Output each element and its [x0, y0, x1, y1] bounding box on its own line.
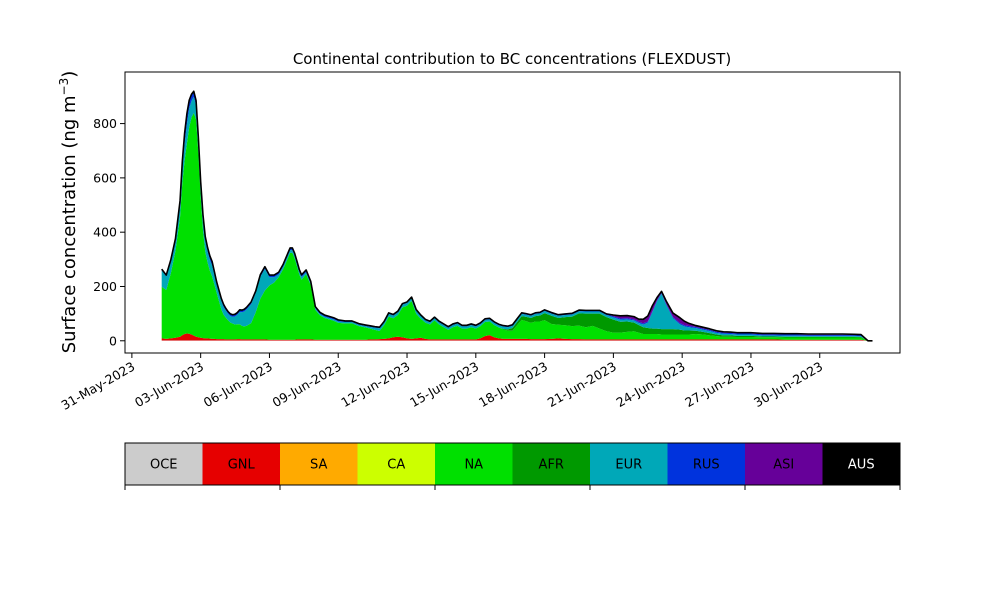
legend-swatch-asi [745, 443, 823, 485]
legend-swatch-oce [125, 443, 203, 485]
legend: OCE GNL SA CA NA AFR EUR RUS ASI AUS [124, 442, 901, 490]
total-line [161, 90, 873, 342]
legend-label-sa: SA [310, 458, 327, 473]
legend-label-ca: CA [387, 458, 405, 473]
legend-swatch-rus [667, 443, 746, 485]
legend-swatch-aus [822, 443, 901, 485]
legend-label-rus: RUS [693, 458, 720, 473]
area-series-group [161, 91, 873, 341]
legend-label-asi: ASI [773, 458, 794, 473]
legend-swatch-na [435, 443, 513, 485]
legend-label-afr: AFR [539, 458, 564, 473]
area-series-rus [161, 91, 873, 341]
plot-frame [124, 71, 901, 354]
total-line-group [161, 90, 873, 342]
y-tick-label: 0 [109, 333, 117, 348]
chart-title: Continental contribution to BC concentra… [293, 50, 731, 68]
legend-swatch-ca [357, 443, 436, 485]
legend-swatch-afr [512, 443, 591, 485]
legend-frame [124, 442, 901, 486]
legend-swatch-sa [280, 443, 358, 485]
legend-label-aus: AUS [848, 458, 875, 473]
y-axis-label-main: Surface concentration (ng m [59, 95, 80, 353]
legend-label-oce: OCE [150, 458, 178, 473]
legend-label-eur: EUR [615, 458, 642, 473]
area-series-gnl [161, 333, 873, 341]
legend-label-na: NA [464, 458, 483, 473]
y-axis-label-close: ) [59, 71, 80, 78]
y-tick-label: 200 [93, 279, 117, 294]
y-tick-label: 600 [93, 170, 117, 185]
legend-swatch-gnl [202, 443, 281, 485]
legend-swatch-eur [590, 443, 668, 485]
legend-label-gnl: GNL [228, 458, 256, 473]
y-tick-label: 800 [93, 116, 117, 131]
y-axis-label: Surface concentration (ng m−3) [57, 71, 80, 354]
y-axis: 0 200 400 600 800 [93, 116, 125, 348]
y-axis-label-exponent: −3 [57, 78, 71, 96]
y-tick-label: 400 [93, 225, 117, 240]
